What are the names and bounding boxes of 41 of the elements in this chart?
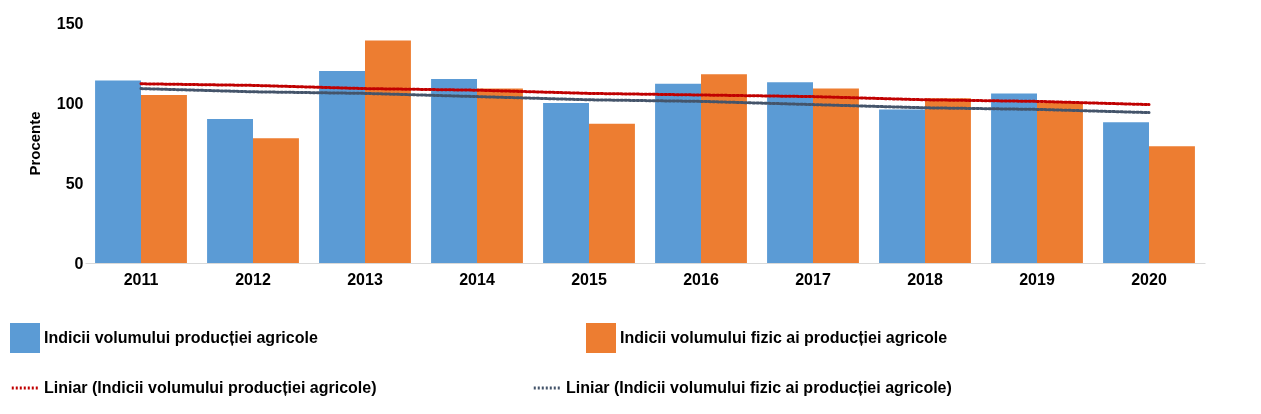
bar [767,82,813,263]
x-tick-label: 2014 [459,270,495,288]
bar [319,71,365,263]
bar [253,138,299,263]
y-axis-title: Procente [25,111,43,176]
x-tick-label: 2011 [123,270,159,288]
x-tick-label: 2015 [571,270,607,288]
bar [431,79,477,263]
bar [477,88,523,263]
bar [141,95,187,263]
y-tick-label: 50 [65,174,84,192]
bar [1037,103,1083,263]
legend-label: Indicii volumului fizic ai producției agricole [620,329,948,346]
y-tick-label: 100 [56,94,84,112]
x-tick-label: 2017 [795,270,831,288]
bar [813,88,859,263]
x-tick-label: 2019 [1019,270,1055,288]
bar [655,83,701,263]
legend-label: Liniar (Indicii volumului producției agricole) [44,379,377,396]
bar [589,123,635,263]
bar [991,93,1037,263]
legend-label: Indicii volumului producției agricole [44,329,318,346]
bar [365,40,411,263]
x-tick-label: 2012 [235,270,271,288]
x-tick-label: 2018 [907,270,943,288]
legend-label: Liniar (Indicii volumului fizic ai producției agricole) [566,379,952,396]
bar [925,98,971,263]
bar [543,103,589,263]
bar [1103,122,1149,263]
bar [879,109,925,263]
bar [207,119,253,263]
bar [701,74,747,263]
y-tick-label: 0 [74,254,84,272]
x-tick-label: 2020 [1131,270,1167,288]
x-tick-label: 2016 [683,270,719,288]
bar [1149,146,1195,263]
x-tick-label: 2013 [347,270,383,288]
bar [95,80,141,263]
y-tick-label: 150 [56,14,84,32]
line-series [139,82,1151,107]
line-series [139,87,1151,115]
